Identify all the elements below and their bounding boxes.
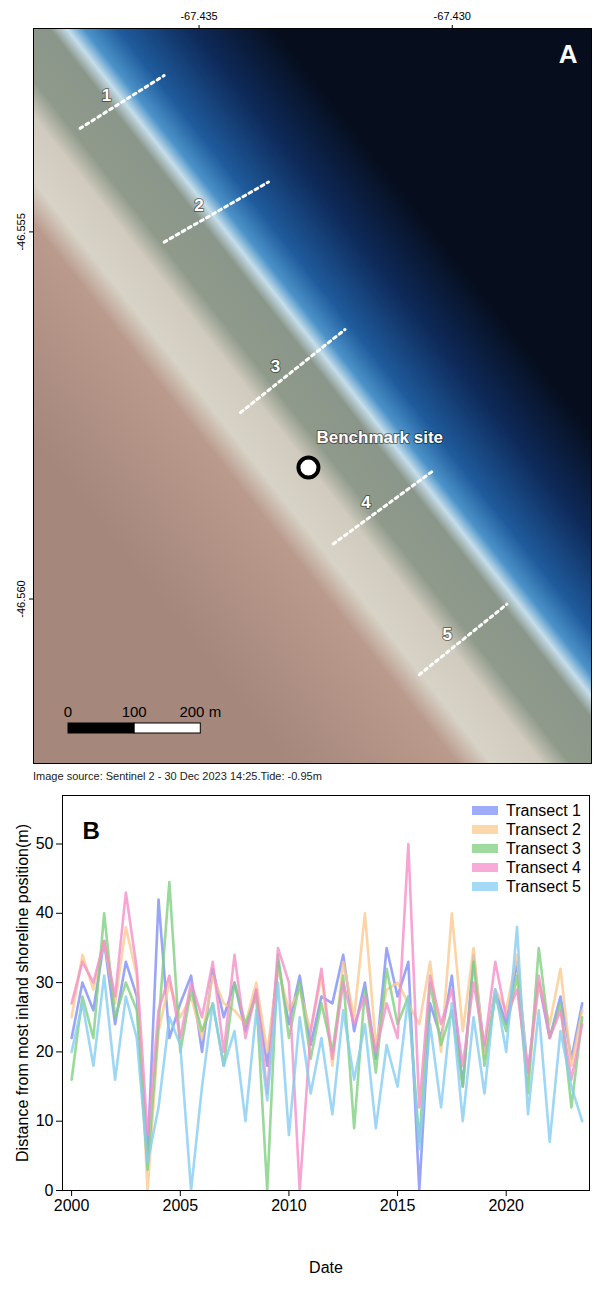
svg-text:2010: 2010 [271, 1197, 307, 1214]
svg-text:Date: Date [309, 1259, 343, 1276]
html-text:Transect 5: Transect 5 [506, 877, 581, 895]
svg-text:-46.560: -46.560 [15, 580, 27, 617]
svg-text:30: 30 [36, 974, 54, 991]
svg-text:2000: 2000 [54, 1197, 90, 1214]
html-text:Transect 2: Transect 2 [506, 820, 581, 838]
svg-text:0: 0 [64, 703, 72, 720]
svg-text:2: 2 [194, 196, 203, 215]
html-text:Transect 1: Transect 1 [506, 801, 581, 819]
svg-text:3: 3 [271, 357, 280, 376]
html-text:Image source: Sentinel 2 - 30: Image source: Sentinel 2 - 30 Dec 2023 1… [33, 770, 322, 782]
svg-text:200 m: 200 m [179, 703, 221, 720]
svg-text:5: 5 [442, 624, 451, 643]
svg-text:-67.430: -67.430 [434, 10, 471, 22]
svg-text:20: 20 [36, 1043, 54, 1060]
svg-text:-67.435: -67.435 [180, 10, 217, 22]
svg-text:Distance from most inland shor: Distance from most inland shoreline posi… [14, 824, 31, 1162]
svg-text:-46.555: -46.555 [15, 213, 27, 250]
svg-text:10: 10 [36, 1112, 54, 1129]
svg-text:2020: 2020 [488, 1197, 524, 1214]
svg-text:1: 1 [102, 86, 111, 105]
html-text:Transect 3: Transect 3 [506, 839, 581, 857]
svg-text:A: A [559, 39, 578, 69]
svg-text:0: 0 [45, 1182, 54, 1199]
svg-text:4: 4 [361, 493, 371, 512]
svg-text:B: B [83, 817, 100, 844]
svg-text:2005: 2005 [163, 1197, 199, 1214]
svg-text:50: 50 [36, 835, 54, 852]
svg-text:40: 40 [36, 904, 54, 921]
svg-text:100: 100 [122, 703, 147, 720]
svg-text:Benchmark site: Benchmark site [316, 428, 443, 447]
html-text:Transect 4: Transect 4 [506, 858, 581, 876]
svg-text:2015: 2015 [380, 1197, 416, 1214]
